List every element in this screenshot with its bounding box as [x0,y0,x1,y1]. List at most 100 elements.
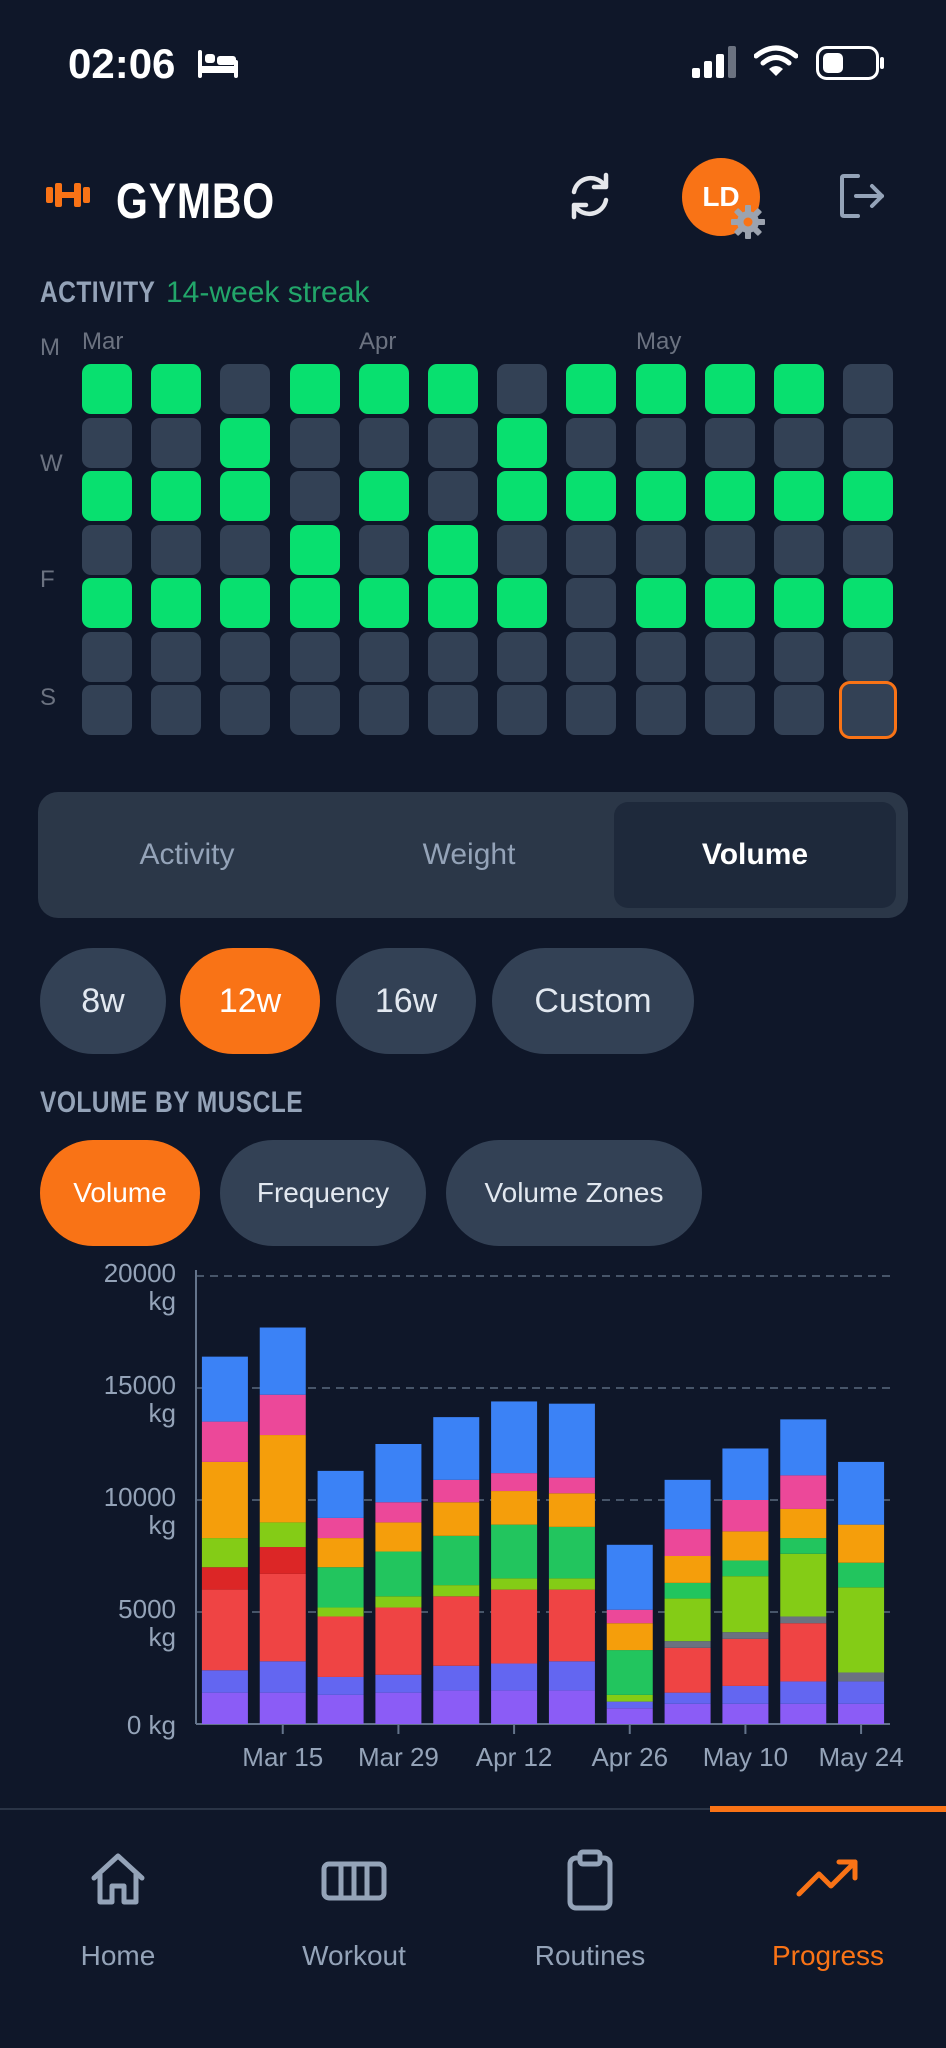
clipboard-icon [567,1849,613,1911]
bar-segment [548,1526,595,1579]
heatmap-cell [220,524,271,575]
bar-segment [722,1448,769,1500]
bar-segment [606,1701,653,1709]
tab-activity[interactable]: Activity [139,838,235,871]
bar-segment [606,1623,653,1651]
heatmap-cell [220,685,271,735]
range-8w-button[interactable]: 8w [40,948,166,1054]
heatmap-cell [497,364,548,414]
heatmap-cell [497,417,548,468]
dumbbell-logo-icon [46,183,90,207]
x-tick-label: Mar 15 [242,1742,323,1772]
bar-segment [838,1524,885,1563]
bar-segment [548,1403,595,1478]
heatmap-cell [151,364,202,414]
bar-segment [838,1672,885,1682]
range-custom-button[interactable]: Custom [492,948,694,1054]
bar-segment [664,1703,711,1724]
heatmap-cell [704,685,755,735]
active-tab-indicator [710,1806,946,1812]
heatmap-cell [428,417,478,468]
bar-segment [375,1596,422,1608]
bar-segment [780,1681,827,1704]
heatmap-cell [358,685,409,735]
day-label-wednesday: W [40,450,63,477]
range-16w-button[interactable]: 16w [336,948,476,1054]
bar-segment [201,1692,248,1724]
heatmap-cell [635,685,686,735]
heatmap-cell [843,524,894,575]
heatmap-cell [497,685,548,735]
heatmap-cell [428,524,478,575]
bar-segment [722,1576,769,1633]
bottom-tab-bar: Home Workout Routines Progress [0,1806,946,2048]
heatmap-cell [358,471,409,521]
sync-icon[interactable] [560,166,620,226]
tab-weight[interactable]: Weight [422,838,516,871]
bar-segment [664,1582,711,1599]
heatmap-cell [635,578,686,628]
bar-segment [548,1493,595,1527]
volume-by-muscle-title: VOLUME BY MUSCLE [40,1086,304,1119]
wifi-icon [754,45,798,76]
heatmap-cell [358,417,409,468]
bar-segment [433,1665,480,1691]
bar-segment [548,1477,595,1494]
bar-segment [606,1609,653,1624]
workout-icon [321,1861,387,1901]
bar-segment [722,1685,769,1704]
bar-segment [722,1531,769,1561]
tab-volume[interactable]: Volume [614,802,896,908]
heatmap-cell [151,417,202,468]
x-tick-label: Mar 29 [358,1742,439,1772]
activity-section-label: ACTIVITY [40,276,156,309]
bar-segment [722,1560,769,1577]
y-tick-label: 10000 [104,1482,176,1512]
heatmap-cell [635,471,686,521]
month-label-apr: Apr [359,328,397,355]
heatmap-cell [151,524,202,575]
metric-frequency-button[interactable]: Frequency [220,1140,426,1246]
heatmap-cell [220,417,271,468]
bar-segment [433,1690,480,1724]
heatmap-cell [566,417,617,468]
heatmap-cell [566,685,617,735]
bar-segment [491,1578,538,1590]
bar-segment [838,1703,885,1724]
gear-icon [731,205,765,239]
heatmap-cell [82,631,132,682]
bar-segment [491,1524,538,1579]
range-12w-button[interactable]: 12w [180,948,320,1054]
tab-workout[interactable]: Workout [236,1840,472,1980]
logout-icon[interactable] [832,166,892,226]
bar-segment [375,1674,422,1693]
heatmap-cell [358,524,409,575]
heatmap-cell [151,685,202,735]
x-tick-label: May 24 [818,1742,903,1772]
heatmap-cell [428,685,478,735]
bar-segment [433,1535,480,1586]
bar-segment [201,1356,248,1422]
bar-segment [664,1692,711,1704]
bar-segment [491,1690,538,1724]
app-header: GYMBO LD [0,150,946,250]
metric-volume-button[interactable]: Volume [40,1140,200,1246]
tab-progress[interactable]: Progress [710,1840,946,1980]
bar-segment [375,1692,422,1724]
y-tick-label: 20000 [104,1258,176,1288]
x-tick-label: Apr 26 [591,1742,668,1772]
tab-home[interactable]: Home [0,1840,236,1980]
tab-routines[interactable]: Routines [472,1840,708,1980]
bar-segment [548,1690,595,1724]
metric-volume-zones-button[interactable]: Volume Zones [446,1140,702,1246]
trending-up-icon [796,1859,858,1897]
heatmap-cell [358,631,409,682]
volume-chart: 0 kg 5000 kg 10000 kg 15000 kg 20000 kg Mar 15 Mar… [0,1250,946,1780]
bar-segment [259,1692,306,1724]
heatmap-cell [566,364,617,414]
bar-segment [664,1641,711,1648]
bar-segment [780,1508,827,1539]
y-tick-label: 15000 [104,1370,176,1400]
month-label-mar: Mar [82,328,124,355]
bar-segment [433,1502,480,1536]
